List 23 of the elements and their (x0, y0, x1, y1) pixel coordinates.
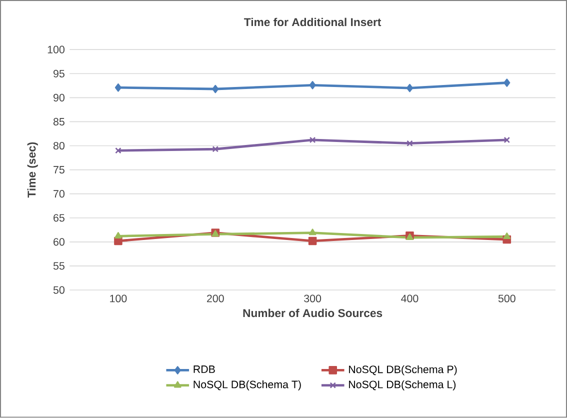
y-tick-label: 75 (54, 166, 64, 174)
y-tick-label: 70 (54, 190, 64, 198)
y-tick-label: 55 (53, 262, 64, 270)
x-tick-label: 100 (110, 294, 127, 302)
x-tick-label: 400 (401, 294, 418, 302)
y-tick-label: 90 (54, 94, 64, 102)
x-tick-label: 300 (304, 294, 322, 302)
legend-label: NoSQL DB(Schema T) (194, 380, 301, 391)
y-axis-title: Time (sec) (27, 142, 38, 198)
y-tick-label: 65 (54, 214, 64, 222)
legend-label: NoSQL DB(Schema L) (349, 380, 456, 391)
legend-label: RDB (194, 366, 215, 373)
chart-title: Time for Additional Insert (244, 18, 382, 26)
y-tick-label: 60 (54, 238, 64, 246)
x-tick-label: 200 (207, 294, 224, 302)
y-tick-label: 85 (53, 118, 64, 126)
x-tick-label: 500 (498, 294, 516, 302)
y-tick-label: 50 (53, 286, 64, 294)
y-tick-label: 95 (54, 70, 64, 78)
x-axis-title: Number of Audio Sources (243, 308, 382, 318)
y-tick-label: 80 (53, 142, 64, 150)
y-tick-label: 100 (48, 46, 64, 54)
legend-label: NoSQL DB(Schema P) (349, 365, 457, 376)
